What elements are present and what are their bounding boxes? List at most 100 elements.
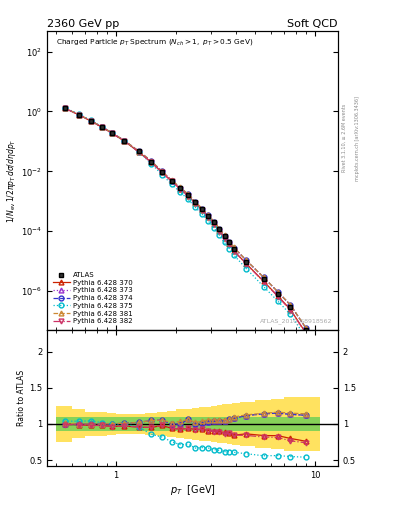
Pythia 6.428 373 bbox=[149, 158, 154, 164]
ATLAS bbox=[109, 130, 114, 136]
Pythia 6.428 375 bbox=[222, 239, 227, 245]
Pythia 6.428 370 bbox=[62, 105, 67, 111]
Pythia 6.428 370 bbox=[136, 149, 141, 155]
Pythia 6.428 370 bbox=[77, 112, 81, 118]
Pythia 6.428 374 bbox=[244, 257, 249, 263]
ATLAS bbox=[149, 159, 154, 165]
Pythia 6.428 373 bbox=[200, 206, 204, 212]
Pythia 6.428 373 bbox=[275, 289, 280, 295]
Pythia 6.428 373 bbox=[212, 219, 217, 225]
ATLAS bbox=[212, 220, 217, 226]
Text: ATLAS_2010_S8918562: ATLAS_2010_S8918562 bbox=[260, 318, 332, 324]
Pythia 6.428 374 bbox=[136, 148, 141, 154]
Pythia 6.428 373 bbox=[136, 148, 141, 154]
Pythia 6.428 382 bbox=[275, 293, 280, 300]
Pythia 6.428 373 bbox=[206, 212, 211, 218]
Pythia 6.428 374 bbox=[212, 219, 217, 225]
Pythia 6.428 381 bbox=[275, 289, 280, 295]
Pythia 6.428 370 bbox=[100, 124, 105, 131]
Pythia 6.428 382 bbox=[62, 105, 67, 111]
Line: ATLAS: ATLAS bbox=[62, 105, 309, 332]
Pythia 6.428 375 bbox=[261, 284, 266, 290]
ATLAS bbox=[178, 185, 183, 191]
Pythia 6.428 382 bbox=[206, 214, 211, 220]
ATLAS bbox=[275, 291, 280, 297]
Text: mcplots.cern.ch [arXiv:1306.3436]: mcplots.cern.ch [arXiv:1306.3436] bbox=[355, 96, 360, 181]
Pythia 6.428 381 bbox=[122, 138, 127, 144]
Pythia 6.428 382 bbox=[186, 193, 191, 199]
Pythia 6.428 373 bbox=[193, 199, 198, 205]
Pythia 6.428 374 bbox=[261, 274, 266, 281]
Pythia 6.428 374 bbox=[178, 185, 183, 191]
Pythia 6.428 370 bbox=[200, 207, 204, 213]
Pythia 6.428 373 bbox=[222, 232, 227, 239]
Pythia 6.428 381 bbox=[304, 325, 309, 331]
Pythia 6.428 381 bbox=[89, 118, 94, 124]
Pythia 6.428 375 bbox=[288, 311, 293, 317]
Pythia 6.428 375 bbox=[193, 204, 198, 210]
Pythia 6.428 370 bbox=[244, 261, 249, 267]
ATLAS bbox=[222, 233, 227, 239]
Pythia 6.428 374 bbox=[109, 130, 114, 136]
ATLAS bbox=[244, 259, 249, 265]
Pythia 6.428 374 bbox=[206, 212, 211, 218]
ATLAS bbox=[169, 178, 174, 184]
Pythia 6.428 375 bbox=[206, 218, 211, 224]
Pythia 6.428 374 bbox=[217, 226, 222, 232]
Pythia 6.428 375 bbox=[304, 335, 309, 341]
Pythia 6.428 375 bbox=[217, 232, 222, 238]
Pythia 6.428 375 bbox=[275, 298, 280, 305]
Pythia 6.428 382 bbox=[304, 331, 309, 337]
Pythia 6.428 382 bbox=[193, 200, 198, 206]
Line: Pythia 6.428 370: Pythia 6.428 370 bbox=[62, 105, 309, 336]
Pythia 6.428 373 bbox=[231, 245, 236, 251]
Pythia 6.428 382 bbox=[178, 186, 183, 192]
Pythia 6.428 381 bbox=[169, 177, 174, 183]
ATLAS bbox=[288, 304, 293, 310]
ATLAS bbox=[304, 327, 309, 333]
Pythia 6.428 381 bbox=[200, 205, 204, 211]
Pythia 6.428 381 bbox=[77, 112, 81, 118]
Line: Pythia 6.428 375: Pythia 6.428 375 bbox=[62, 105, 309, 340]
Pythia 6.428 381 bbox=[244, 257, 249, 263]
Pythia 6.428 375 bbox=[77, 111, 81, 117]
Pythia 6.428 370 bbox=[261, 279, 266, 285]
Text: Charged Particle $p_T$ Spectrum ($N_{ch} > 1,\ p_T > 0.5\ \mathrm{GeV}$): Charged Particle $p_T$ Spectrum ($N_{ch}… bbox=[56, 37, 253, 47]
Pythia 6.428 373 bbox=[227, 239, 232, 245]
Pythia 6.428 373 bbox=[261, 274, 266, 281]
Pythia 6.428 374 bbox=[149, 158, 154, 164]
Pythia 6.428 375 bbox=[231, 252, 236, 258]
Pythia 6.428 370 bbox=[288, 307, 293, 313]
Pythia 6.428 373 bbox=[186, 191, 191, 198]
Pythia 6.428 374 bbox=[193, 199, 198, 205]
ATLAS bbox=[62, 105, 67, 111]
Pythia 6.428 370 bbox=[206, 214, 211, 220]
Pythia 6.428 382 bbox=[212, 221, 217, 227]
Pythia 6.428 382 bbox=[122, 138, 127, 144]
Pythia 6.428 382 bbox=[200, 207, 204, 213]
Pythia 6.428 370 bbox=[122, 138, 127, 144]
Pythia 6.428 374 bbox=[169, 178, 174, 184]
Pythia 6.428 370 bbox=[275, 293, 280, 300]
Pythia 6.428 382 bbox=[109, 130, 114, 136]
Pythia 6.428 382 bbox=[222, 235, 227, 241]
Pythia 6.428 375 bbox=[186, 196, 191, 202]
Pythia 6.428 382 bbox=[160, 169, 164, 176]
Pythia 6.428 375 bbox=[200, 211, 204, 217]
Text: Rivet 3.1.10, ≥ 2.6M events: Rivet 3.1.10, ≥ 2.6M events bbox=[342, 104, 346, 173]
Pythia 6.428 374 bbox=[186, 191, 191, 198]
Line: Pythia 6.428 374: Pythia 6.428 374 bbox=[62, 105, 309, 331]
Line: Pythia 6.428 382: Pythia 6.428 382 bbox=[62, 106, 309, 336]
Pythia 6.428 382 bbox=[288, 307, 293, 313]
ATLAS bbox=[206, 212, 211, 219]
Pythia 6.428 374 bbox=[288, 302, 293, 308]
Pythia 6.428 375 bbox=[62, 104, 67, 111]
Pythia 6.428 370 bbox=[212, 221, 217, 227]
Pythia 6.428 375 bbox=[149, 161, 154, 167]
Pythia 6.428 375 bbox=[178, 189, 183, 195]
Text: 2360 GeV pp: 2360 GeV pp bbox=[47, 18, 119, 29]
Pythia 6.428 370 bbox=[227, 241, 232, 247]
ATLAS bbox=[100, 124, 105, 130]
Pythia 6.428 375 bbox=[244, 266, 249, 272]
ATLAS bbox=[227, 239, 232, 245]
